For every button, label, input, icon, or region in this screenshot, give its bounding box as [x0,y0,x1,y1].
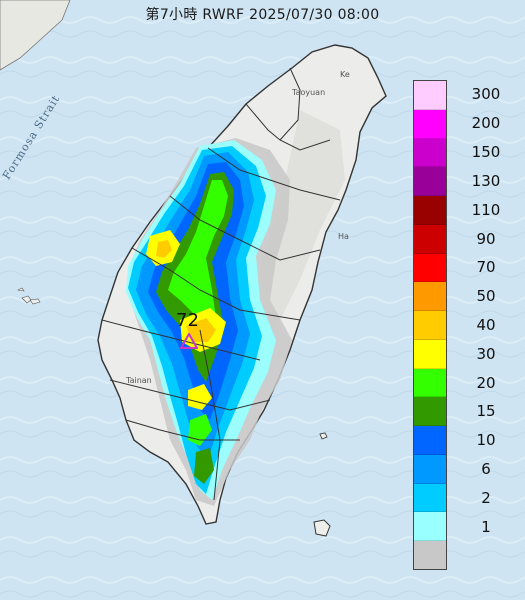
legend-label: 2 [451,489,521,507]
tainan-label: Tainan [126,376,152,385]
legend-label: 30 [451,345,521,363]
hualien-label: Ha [338,232,349,241]
legend-label: 70 [451,258,521,276]
legend-label: 15 [451,402,521,420]
legend-swatch [414,81,446,110]
rainfall-legend: 300 200 150 130 110 90 70 50 40 30 20 15 10 6 2 1 [413,80,525,570]
legend-swatch [414,139,446,168]
legend-swatch [414,167,446,196]
legend-swatch [414,196,446,225]
keelung-label: Ke [340,70,350,79]
station-triangle-icon[interactable] [180,333,198,349]
legend-labels: 300 200 150 130 110 90 70 50 40 30 20 15 10 6 2 1 [451,80,525,570]
taoyuan-label: Taoyuan [292,88,325,97]
legend-label: 40 [451,316,521,334]
legend-label: 50 [451,287,521,305]
legend-label: 150 [451,143,521,161]
legend-label: 10 [451,431,521,449]
legend-swatch [414,282,446,311]
legend-swatch [414,484,446,513]
legend-swatch [414,541,446,569]
map-title: 第7小時 RWRF 2025/07/30 08:00 [0,4,525,24]
legend-label: 20 [451,374,521,392]
legend-swatch [414,340,446,369]
legend-label: 6 [451,460,521,478]
legend-swatch [414,254,446,283]
legend-color-bar [413,80,447,570]
legend-swatch [414,512,446,541]
station-value-label: 72 [176,310,199,331]
legend-swatch [414,225,446,254]
legend-label: 1 [451,518,521,536]
legend-swatch [414,397,446,426]
legend-swatch [414,369,446,398]
legend-label: 90 [451,230,521,248]
legend-swatch [414,426,446,455]
legend-swatch [414,311,446,340]
legend-label: 200 [451,114,521,132]
legend-label: 130 [451,172,521,190]
legend-swatch [414,455,446,484]
legend-label: 110 [451,201,521,219]
legend-label: 300 [451,85,521,103]
legend-swatch [414,110,446,139]
